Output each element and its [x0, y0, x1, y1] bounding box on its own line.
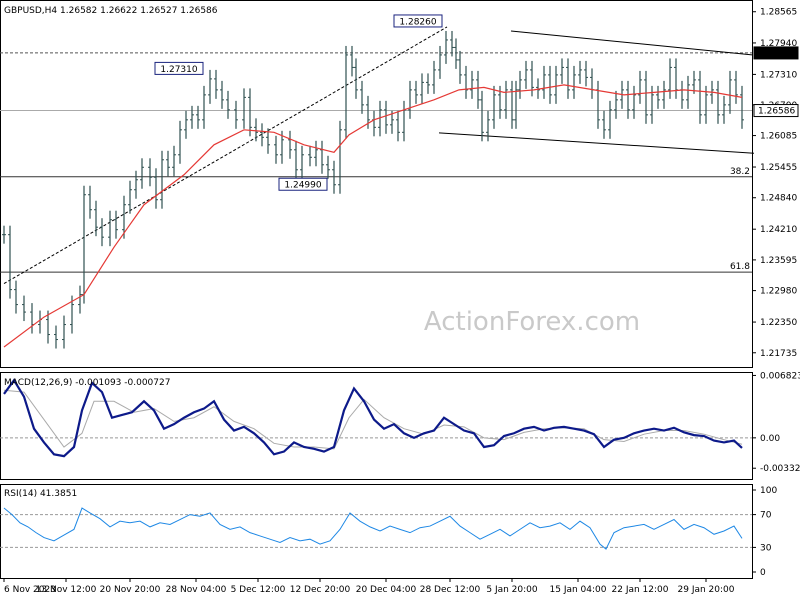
- x-axis-label: 6 Nov 2023: [4, 585, 56, 595]
- channel-lower-line: [438, 132, 755, 154]
- x-axis-label: 22 Jan 12:00: [612, 585, 669, 595]
- rsi-axis-label: 70: [760, 511, 772, 521]
- last-price-box-bg: [753, 104, 799, 118]
- rsi-axis-label: 0: [760, 568, 766, 578]
- price-panel: [0, 0, 753, 368]
- price-axis-label: 1.21735: [760, 349, 797, 359]
- level-price-box: 1.27740: [753, 46, 799, 60]
- rsi-axis-label: 30: [760, 543, 772, 553]
- price-annotation: 1.27310: [154, 61, 204, 75]
- price-axis-label: 1.22980: [760, 287, 797, 297]
- last-price-box-label: 1.26586: [758, 107, 795, 117]
- x-axis-label: 28 Nov 04:00: [166, 585, 227, 595]
- axis-layer: 1.285651.279401.273101.267001.260851.254…: [3, 8, 800, 595]
- price-axis-label: 1.24210: [760, 225, 797, 235]
- x-axis-label: 12 Dec 20:00: [290, 585, 351, 595]
- rsi-panel: [0, 484, 753, 579]
- price-axis-label: 1.27310: [760, 70, 797, 80]
- price-chart-title: GBPUSD,H4 1.26582 1.26622 1.26527 1.2658…: [4, 6, 218, 16]
- x-axis-label: 20 Nov 20:00: [100, 585, 161, 595]
- fib-level-label: 61.8: [730, 262, 750, 272]
- price-annotation-label: 1.27310: [160, 65, 197, 75]
- price-axis-label: 1.28565: [760, 8, 797, 18]
- fib-level-label: 38.2: [730, 167, 750, 177]
- price-axis-label: 1.23595: [760, 256, 797, 266]
- rsi-line: [3, 507, 743, 550]
- price-axis-label: 1.26085: [760, 132, 797, 142]
- rsi-axis-label: 100: [760, 486, 777, 496]
- price-axis-label: 1.25455: [760, 163, 797, 173]
- last-price-box: 1.26586: [753, 104, 799, 118]
- macd-layer: [0, 378, 752, 458]
- macd-axis-label: 0.00: [760, 434, 780, 444]
- x-axis-label: 15 Jan 04:00: [550, 585, 607, 595]
- macd-axis-label: 0.006823: [760, 371, 800, 381]
- x-axis-label: 29 Jan 20:00: [678, 585, 735, 595]
- x-axis-label: 28 Dec 12:00: [420, 585, 481, 595]
- price-annotation-label: 1.24990: [284, 181, 321, 191]
- macd-panel: [0, 372, 753, 480]
- level-price-box-bg: [753, 46, 799, 60]
- macd-panel-frame: [0, 372, 753, 480]
- x-axis-label: 13 Nov 12:00: [36, 585, 97, 595]
- channel-upper-line: [510, 30, 753, 56]
- price-annotation: 1.24990: [278, 177, 328, 191]
- price-annotation-box: [393, 14, 443, 28]
- price-annotation: 1.28260: [393, 14, 443, 28]
- x-axis-label: 5 Jan 20:00: [486, 585, 538, 595]
- moving-average-line: [3, 84, 743, 348]
- price-axis-label: 1.24840: [760, 194, 797, 204]
- price-annotation-label: 1.28260: [399, 17, 436, 27]
- level-price-box-label: 1.27740: [758, 49, 795, 59]
- price-layer: 38.2 61.8 1.28260 1.27310 1.24990: [0, 14, 755, 349]
- price-panel-frame: [0, 0, 753, 368]
- x-axis-label: 20 Dec 04:00: [356, 585, 417, 595]
- x-axis-label: 5 Dec 12:00: [231, 585, 286, 595]
- price-annotation-box: [278, 177, 328, 191]
- macd-line: [3, 378, 743, 458]
- macd-signal-line: [3, 389, 743, 450]
- macd-title: MACD(12,26,9) -0.001093 -0.000727: [4, 378, 170, 388]
- watermark: ActionForex.com: [424, 307, 640, 337]
- rsi-panel-frame: [0, 484, 753, 579]
- rsi-layer: [0, 507, 752, 550]
- price-annotation-box: [154, 61, 204, 75]
- price-axis-label: 1.27940: [760, 39, 797, 49]
- rsi-title: RSI(14) 41.3851: [4, 489, 77, 499]
- price-axis-label: 1.22350: [760, 318, 797, 328]
- support-trendline: [3, 26, 448, 285]
